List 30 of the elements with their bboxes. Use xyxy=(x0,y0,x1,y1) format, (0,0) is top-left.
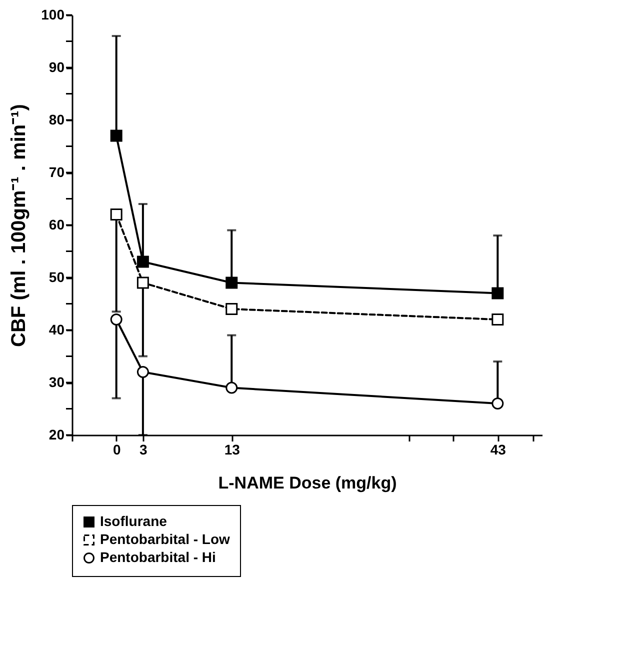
y-axis-title: CBF (ml . 100gm⁻¹ . min⁻¹) xyxy=(8,104,30,347)
point xyxy=(492,314,504,326)
x-tick-label: 13 xyxy=(224,442,240,458)
legend-label: Pentobarbital - Low xyxy=(100,531,230,547)
point xyxy=(226,276,238,289)
point xyxy=(136,276,149,289)
point xyxy=(110,208,122,220)
point xyxy=(136,366,149,378)
y-tick-label: 80 xyxy=(48,112,65,128)
point xyxy=(110,130,122,142)
point xyxy=(226,382,238,394)
point xyxy=(492,398,504,410)
point xyxy=(110,314,122,326)
y-tick-label: 90 xyxy=(48,59,65,75)
x-tick-label: 43 xyxy=(490,442,506,458)
y-tick-label: 40 xyxy=(48,322,65,338)
x-tick-label: 0 xyxy=(112,442,121,458)
point xyxy=(492,287,504,300)
legend-label: Isoflurane xyxy=(100,513,168,529)
y-tick-label: 30 xyxy=(48,374,65,390)
point xyxy=(136,256,149,268)
y-tick-label: 60 xyxy=(48,216,65,232)
legend-label: Pentobarbital - Hi xyxy=(100,549,216,565)
y-tick-label: 20 xyxy=(48,426,65,442)
x-tick-label: 3 xyxy=(140,442,148,458)
x-axis-title: L-NAME Dose (mg/kg) xyxy=(218,474,397,492)
y-tick-label: 50 xyxy=(48,269,65,285)
y-tick-label: 70 xyxy=(48,164,65,180)
point xyxy=(226,303,238,315)
y-tick-label: 100 xyxy=(41,6,65,22)
